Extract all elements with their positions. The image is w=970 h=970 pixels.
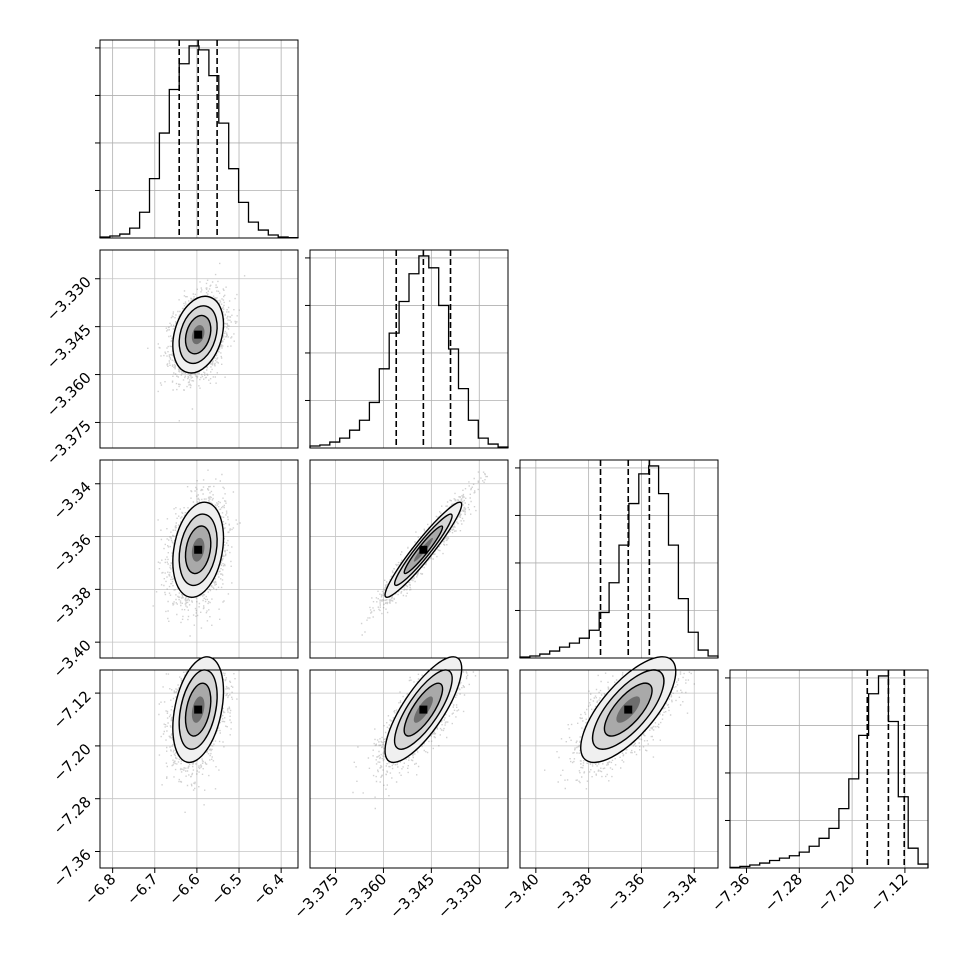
y-tick-label: −3.330 bbox=[43, 273, 95, 325]
x-tick-label: −7.12 bbox=[866, 870, 911, 915]
scatter-panel-2-1 bbox=[309, 459, 509, 659]
y-tick-label: −3.40 bbox=[50, 636, 95, 681]
scatter-panel-1-0 bbox=[99, 249, 299, 449]
histogram-panel-1 bbox=[305, 249, 509, 449]
scatter-panel-3-2 bbox=[519, 656, 719, 869]
x-tick-label: −6.8 bbox=[81, 870, 119, 908]
y-tick-label: −3.34 bbox=[50, 478, 95, 523]
histogram-step bbox=[99, 45, 299, 239]
x-tick-label: −7.28 bbox=[761, 870, 806, 915]
x-tick-label: −3.40 bbox=[497, 870, 542, 915]
x-tick-label: −7.36 bbox=[708, 870, 753, 915]
panel-frame bbox=[99, 39, 299, 239]
y-tick-label: −7.36 bbox=[50, 846, 95, 891]
histogram-panel-3 bbox=[725, 669, 929, 869]
density-peak bbox=[419, 545, 428, 554]
x-tick-label: −6.6 bbox=[165, 870, 203, 908]
x-tick-label: −6.5 bbox=[207, 870, 245, 908]
panel-frame bbox=[309, 249, 509, 449]
panel-frame bbox=[99, 249, 299, 449]
x-tick-label: −3.375 bbox=[290, 870, 342, 922]
histogram-panel-2 bbox=[515, 459, 719, 659]
panel-frame bbox=[99, 669, 299, 869]
panel-frame bbox=[729, 669, 929, 869]
scatter-panel-3-0 bbox=[99, 656, 299, 869]
panel-frame bbox=[309, 459, 509, 659]
x-tick-label: −3.360 bbox=[338, 870, 390, 922]
panel-frame bbox=[99, 459, 299, 659]
scatter-panel-2-0 bbox=[99, 459, 299, 659]
density-peak bbox=[194, 545, 203, 554]
histogram-step bbox=[519, 465, 719, 658]
y-tick-label: −3.345 bbox=[43, 321, 95, 373]
panel-frame bbox=[519, 669, 719, 869]
density-peak bbox=[419, 705, 428, 714]
density-peak bbox=[194, 705, 203, 714]
histogram-step bbox=[309, 255, 509, 448]
y-axis-3: −7.12 −7.20 −7.28 −7.36 bbox=[50, 687, 100, 891]
y-tick-label: −3.38 bbox=[50, 583, 95, 628]
x-axis-2: −3.34−3.36−3.38−3.40 bbox=[497, 868, 701, 915]
x-tick-label: −3.330 bbox=[434, 870, 486, 922]
y-axis-2: −3.34 −3.36 −3.38 −3.40 bbox=[50, 478, 100, 681]
scatter-panel-3-1 bbox=[309, 656, 509, 869]
x-tick-label: −7.20 bbox=[814, 870, 859, 915]
y-axis-1: −3.330−3.345−3.360−3.375 bbox=[43, 273, 100, 469]
density-peak bbox=[194, 330, 203, 339]
x-tick-label: −3.38 bbox=[550, 870, 595, 915]
panel-frame bbox=[309, 669, 509, 869]
y-tick-label: −7.20 bbox=[50, 740, 95, 785]
x-tick-label: −3.345 bbox=[386, 870, 438, 922]
x-tick-label: −6.4 bbox=[249, 870, 287, 908]
x-axis-3: −7.12−7.20−7.28−7.36 bbox=[708, 868, 912, 915]
y-tick-label: −7.12 bbox=[50, 687, 95, 732]
histogram-step bbox=[729, 675, 929, 869]
y-tick-label: −3.375 bbox=[43, 417, 95, 469]
density-peak bbox=[624, 705, 633, 714]
panel-frame bbox=[519, 459, 719, 659]
x-axis-1: −3.330−3.345−3.360−3.375 bbox=[290, 868, 486, 922]
x-tick-label: −6.7 bbox=[123, 870, 161, 908]
histogram-panel-0 bbox=[95, 39, 299, 239]
x-axis-0: −6.8 −6.7 −6.6 −6.5 −6.4 bbox=[81, 868, 288, 909]
y-tick-label: −7.28 bbox=[50, 793, 95, 838]
y-tick-label: −3.36 bbox=[50, 531, 95, 576]
x-tick-label: −3.36 bbox=[603, 870, 648, 915]
x-tick-label: −3.34 bbox=[656, 870, 701, 915]
y-tick-label: −3.360 bbox=[43, 369, 95, 421]
